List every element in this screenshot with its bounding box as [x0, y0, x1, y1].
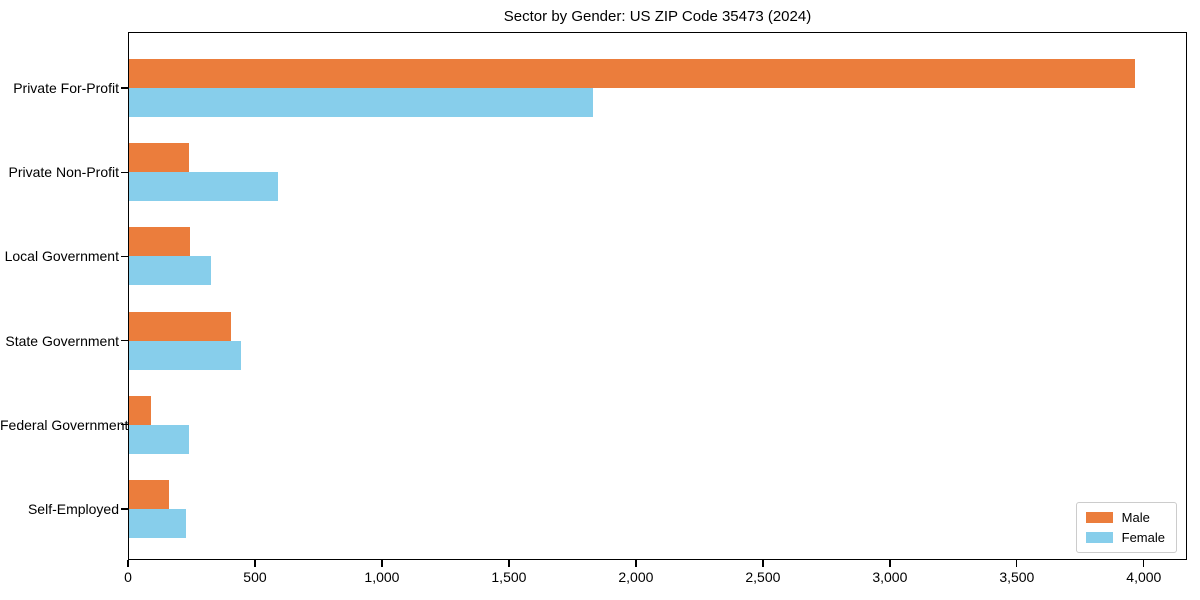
legend-swatch-female [1085, 532, 1113, 543]
legend-item-female: Female [1085, 530, 1165, 545]
x-tick-label-500: 500 [243, 569, 267, 585]
legend-label-female: Female [1121, 530, 1165, 545]
y-tick-mark [121, 339, 128, 342]
x-tick-mark [127, 560, 129, 567]
x-tick-mark [381, 560, 383, 567]
y-tick-label-federal-government: Federal Government [0, 416, 129, 433]
x-tick-label-2000: 2,000 [618, 569, 654, 585]
bar-female-private-non-profit [128, 172, 278, 202]
y-tick-mark [121, 87, 128, 89]
legend-label-male: Male [1121, 510, 1150, 525]
bar-female-private-for-profit [128, 88, 593, 117]
x-tick-label-4000: 4,000 [1126, 569, 1162, 585]
x-tick-label-1000: 1,000 [364, 569, 400, 585]
y-tick-label-private-for-profit: Private For-Profit [13, 80, 119, 96]
bar-male-local-government [128, 227, 191, 257]
x-tick-mark [1143, 560, 1145, 567]
x-tick-label-1500: 1,500 [491, 569, 527, 585]
y-tick-mark [121, 171, 128, 173]
bar-female-federal-government [128, 424, 189, 454]
y-tick-label-local-government: Local Government [4, 248, 119, 265]
bar-male-private-non-profit [128, 143, 189, 173]
y-tick-mark [121, 424, 128, 426]
y-tick-mark [121, 255, 128, 258]
y-tick-label-private-non-profit: Private Non-Profit [8, 164, 119, 181]
x-tick-mark [762, 560, 764, 567]
x-tick-label-0: 0 [124, 569, 132, 585]
legend-item-male: Male [1085, 510, 1165, 525]
x-tick-mark [508, 560, 510, 567]
legend-swatch-male [1085, 512, 1113, 523]
y-tick-label-state-government: State Government [5, 332, 119, 349]
x-tick-label-3500: 3,500 [999, 569, 1035, 585]
x-tick-mark [254, 560, 256, 567]
legend: Male Female [1075, 502, 1177, 553]
bar-male-self-employed [128, 480, 169, 509]
x-tick-mark [889, 560, 891, 567]
bar-male-private-for-profit [128, 59, 1135, 88]
bar-female-local-government [128, 256, 211, 286]
x-tick-mark [1016, 560, 1018, 567]
bar-female-self-employed [128, 509, 187, 538]
bar-female-state-government [128, 340, 241, 370]
x-tick-mark [635, 560, 637, 567]
bar-male-state-government [128, 311, 231, 341]
x-tick-label-2500: 2,500 [745, 569, 781, 585]
y-tick-mark [121, 508, 128, 510]
plot-area: Male Female [121, 32, 1187, 567]
chart-title: Sector by Gender: US ZIP Code 35473 (202… [503, 8, 812, 25]
y-tick-label-self-employed: Self-Employed [27, 501, 119, 517]
x-tick-label-3000: 3,000 [872, 569, 908, 585]
bar-male-federal-government [128, 395, 151, 425]
